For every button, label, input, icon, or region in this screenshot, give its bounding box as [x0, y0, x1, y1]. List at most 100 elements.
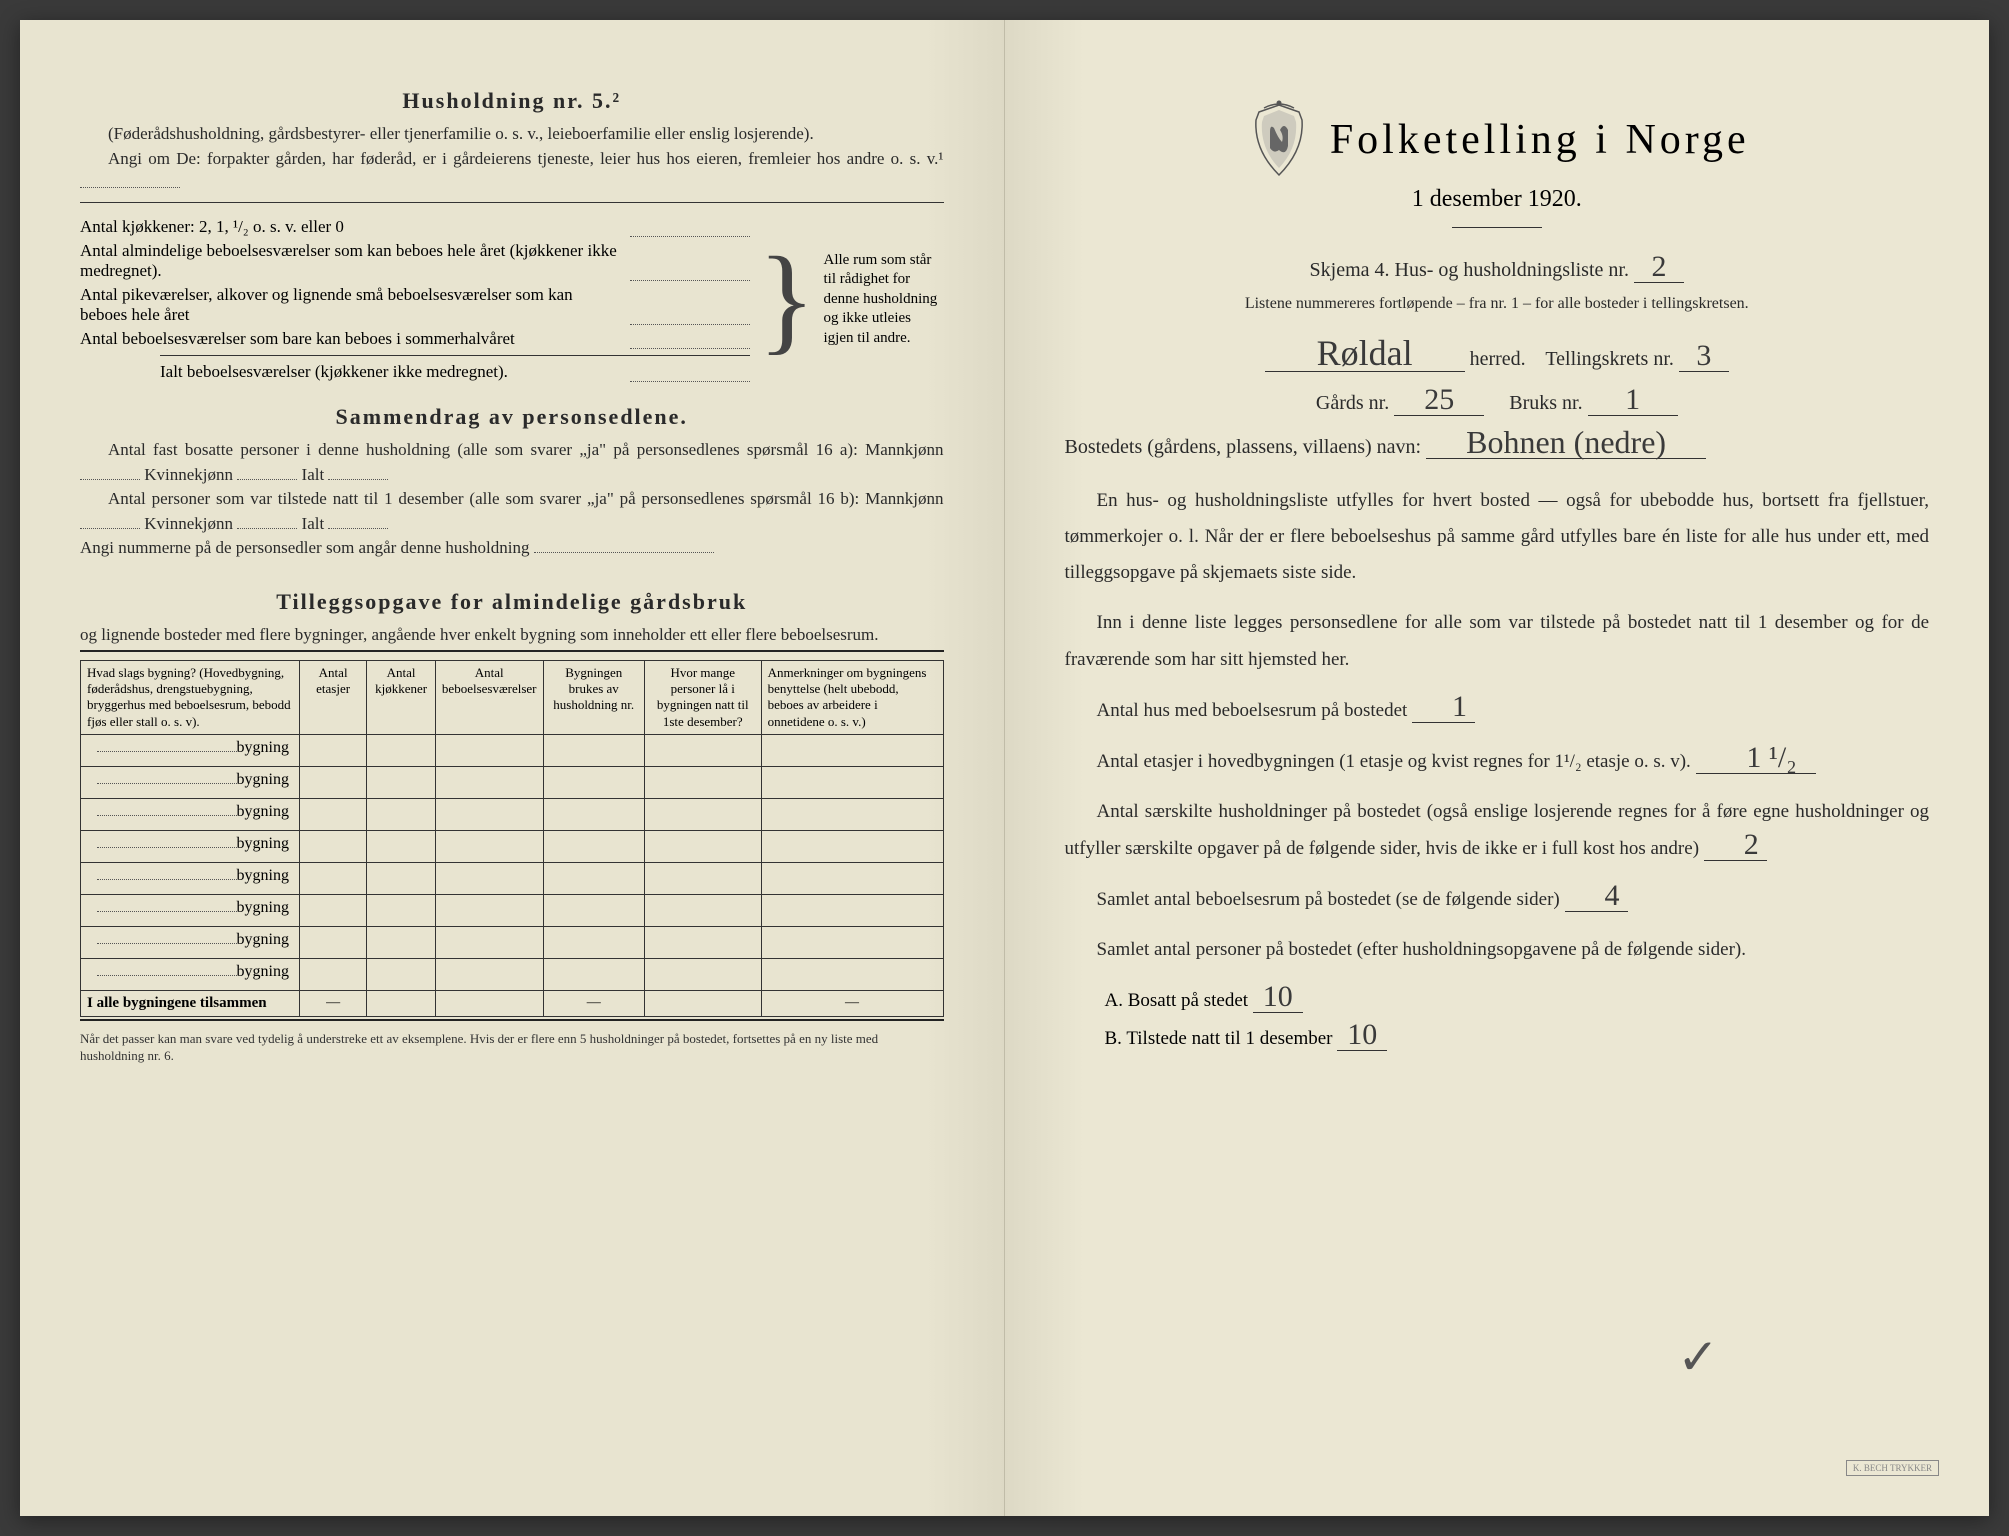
empty-cell [367, 734, 436, 766]
room-line-1: Antal almindelige beboelsesværelser som … [80, 241, 750, 281]
bygning-cell: bygning [81, 958, 300, 990]
q3-value: 2 [1704, 830, 1767, 861]
samm1-text: Antal fast bosatte personer i denne hush… [108, 440, 944, 459]
blank [237, 528, 297, 529]
empty-cell [367, 862, 436, 894]
empty-cell [435, 734, 543, 766]
room-label-2: Antal pikeværelser, alkover og lignende … [80, 285, 622, 325]
blank [237, 479, 297, 480]
tillegg-table: Hvad slags bygning? (Hovedbygning, føder… [80, 660, 944, 1017]
empty-cell [761, 830, 943, 862]
table-total-row: I alle bygningene tilsammen — — — [81, 990, 944, 1016]
bygning-cell: bygning [81, 734, 300, 766]
dots [630, 217, 750, 237]
q3-line: Antal særskilte husholdninger på bostede… [1065, 794, 1930, 867]
samm2-text: Antal personer som var tilstede natt til… [108, 489, 944, 508]
empty-cell [367, 958, 436, 990]
q2-value: 1 ¹/₂ [1696, 743, 1816, 774]
qb-line: B. Tilstede natt til 1 desember 10 [1105, 1020, 1930, 1058]
room-line-2: Antal pikeværelser, alkover og lignende … [80, 285, 750, 325]
q3-label: Antal særskilte husholdninger på bostede… [1065, 801, 1930, 859]
total-cell [367, 990, 436, 1016]
rule [160, 355, 750, 356]
bygning-cell: bygning [81, 766, 300, 798]
samm2b: Kvinnekjønn [144, 514, 233, 533]
th-6: Anmerkninger om bygningens benyttelse (h… [761, 660, 943, 734]
empty-cell [299, 958, 366, 990]
q1-label: Antal hus med beboelsesrum på bostedet [1097, 700, 1408, 721]
samm-line-1: Antal fast bosatte personer i denne hush… [80, 438, 944, 487]
empty-cell [644, 830, 761, 862]
empty-cell [435, 830, 543, 862]
bosted-label: Bostedets (gårdens, plassens, villaens) … [1065, 436, 1422, 458]
bottom-list: A. Bosatt på stedet 10 B. Tilstede natt … [1105, 982, 1930, 1058]
samm2c: Ialt [302, 514, 325, 533]
empty-cell [543, 766, 644, 798]
herred-label: herred. [1470, 348, 1526, 370]
para2-pre: Angi om De: [108, 149, 201, 168]
empty-cell [644, 734, 761, 766]
empty-cell [299, 926, 366, 958]
para1: (Føderådshusholdning, gårdsbestyrer- ell… [80, 122, 944, 147]
crest-icon [1244, 100, 1314, 180]
empty-cell [543, 958, 644, 990]
empty-cell [543, 734, 644, 766]
q5-label: Samlet antal personer på bostedet (efter… [1065, 932, 1930, 968]
table-row: bygning [81, 766, 944, 798]
para1-text: En hus- og husholdningsliste utfylles fo… [1065, 483, 1930, 591]
bygning-cell: bygning [81, 798, 300, 830]
samm-line-3: Angi nummerne på de personsedler som ang… [80, 536, 944, 561]
brace: } [750, 229, 824, 369]
rule-thick [80, 1019, 944, 1021]
empty-cell [543, 862, 644, 894]
empty-cell [644, 862, 761, 894]
table-row: bygning [81, 798, 944, 830]
empty-cell [299, 766, 366, 798]
empty-cell [644, 958, 761, 990]
qb-value: 10 [1337, 1020, 1387, 1051]
checkmark-icon: ✓ [1677, 1328, 1719, 1386]
blank-field [80, 187, 180, 188]
q1-line: Antal hus med beboelsesrum på bostedet 1 [1065, 692, 1930, 729]
blank [534, 552, 714, 553]
para-instructions-1: En hus- og husholdningsliste utfylles fo… [1065, 483, 1930, 591]
samm1c: Ialt [302, 465, 325, 484]
total-dash: — [761, 990, 943, 1016]
empty-cell [543, 830, 644, 862]
herred-value: Røldal [1265, 335, 1465, 372]
heading-tillegg: Tilleggsopgave for almindelige gårdsbruk [80, 589, 944, 615]
empty-cell [761, 926, 943, 958]
empty-cell [299, 798, 366, 830]
th-4: Bygningen brukes av husholdning nr. [543, 660, 644, 734]
th-0: Hvad slags bygning? (Hovedbygning, føder… [81, 660, 300, 734]
empty-cell [435, 926, 543, 958]
schema-label: Skjema 4. Hus- og husholdningsliste nr. [1310, 259, 1629, 281]
empty-cell [543, 926, 644, 958]
empty-cell [761, 958, 943, 990]
qa-label: A. Bosatt på stedet [1105, 990, 1249, 1011]
empty-cell [761, 862, 943, 894]
empty-cell [367, 894, 436, 926]
q2-line: Antal etasjer i hovedbygningen (1 etasje… [1065, 743, 1930, 780]
rule-thick [80, 650, 944, 652]
bracket-note: Alle rum som står til rådighet for denne… [824, 251, 944, 349]
kitchen-line: Antal kjøkkener: 2, 1, ¹/₂ o. s. v. elle… [80, 217, 750, 237]
empty-cell [435, 798, 543, 830]
empty-cell [761, 798, 943, 830]
qb-label: B. Tilstede natt til 1 desember [1105, 1028, 1333, 1049]
empty-cell [543, 894, 644, 926]
printer-stamp: K. BECH TRYKKER [1846, 1460, 1939, 1476]
empty-cell [644, 766, 761, 798]
empty-cell [367, 798, 436, 830]
total-cell [644, 990, 761, 1016]
right-page: Folketelling i Norge 1 desember 1920. Sk… [1005, 20, 1990, 1516]
heading-husholdning: Husholdning nr. 5.² [80, 88, 944, 114]
q5-line: Samlet antal personer på bostedet (efter… [1065, 932, 1930, 968]
blank [80, 528, 140, 529]
empty-cell [761, 766, 943, 798]
empty-cell [435, 958, 543, 990]
q4-value: 4 [1565, 881, 1628, 912]
dots [630, 241, 750, 281]
bygning-cell: bygning [81, 894, 300, 926]
schema-line: Skjema 4. Hus- og husholdningsliste nr. … [1065, 248, 1930, 292]
